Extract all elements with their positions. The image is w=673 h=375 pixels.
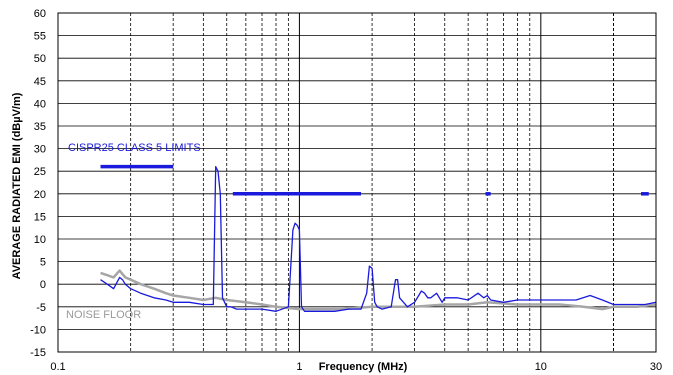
x-tick-label: 30 (650, 361, 662, 373)
y-tick-label: 10 (34, 234, 46, 246)
x-tick-labels: 0.1 1 10 30 (50, 361, 662, 373)
noise-floor-line (100, 269, 657, 311)
y-tick-label: 0 (40, 279, 46, 291)
y-tick-label: 40 (34, 98, 46, 110)
y-tick-label: -15 (30, 347, 46, 359)
limit-lines (100, 164, 649, 196)
noise-floor-annotation: NOISE FLOOR (66, 309, 141, 321)
x-tick-label: 1 (296, 361, 302, 373)
x-axis-label: Frequency (MHz) (319, 361, 408, 373)
y-tick-label: 20 (34, 189, 46, 201)
plot-area-border (57, 12, 657, 353)
y-tick-label: 45 (34, 76, 46, 88)
grid-lines (57, 12, 657, 353)
x-tick-label: 10 (535, 361, 547, 373)
y-tick-label: 5 (40, 257, 46, 269)
y-tick-label: 35 (34, 121, 46, 133)
emission-line (100, 166, 657, 312)
y-axis-label: AVERAGE RADIATED EMI (dBµV/m) (11, 92, 23, 279)
series-lines (100, 166, 657, 312)
y-tick-label: 60 (34, 8, 46, 20)
y-tick-label: -10 (30, 324, 46, 336)
y-tick-label: 25 (34, 166, 46, 178)
y-tick-label: 55 (34, 31, 46, 43)
x-tick-label: 0.1 (50, 361, 65, 373)
y-tick-label: 50 (34, 53, 46, 65)
y-tick-label: -5 (36, 302, 46, 314)
limits-annotation: CISPR25 CLASS 5 LIMITS (68, 142, 201, 154)
y-tick-label: 15 (34, 211, 46, 223)
y-tick-label: 30 (34, 144, 46, 156)
